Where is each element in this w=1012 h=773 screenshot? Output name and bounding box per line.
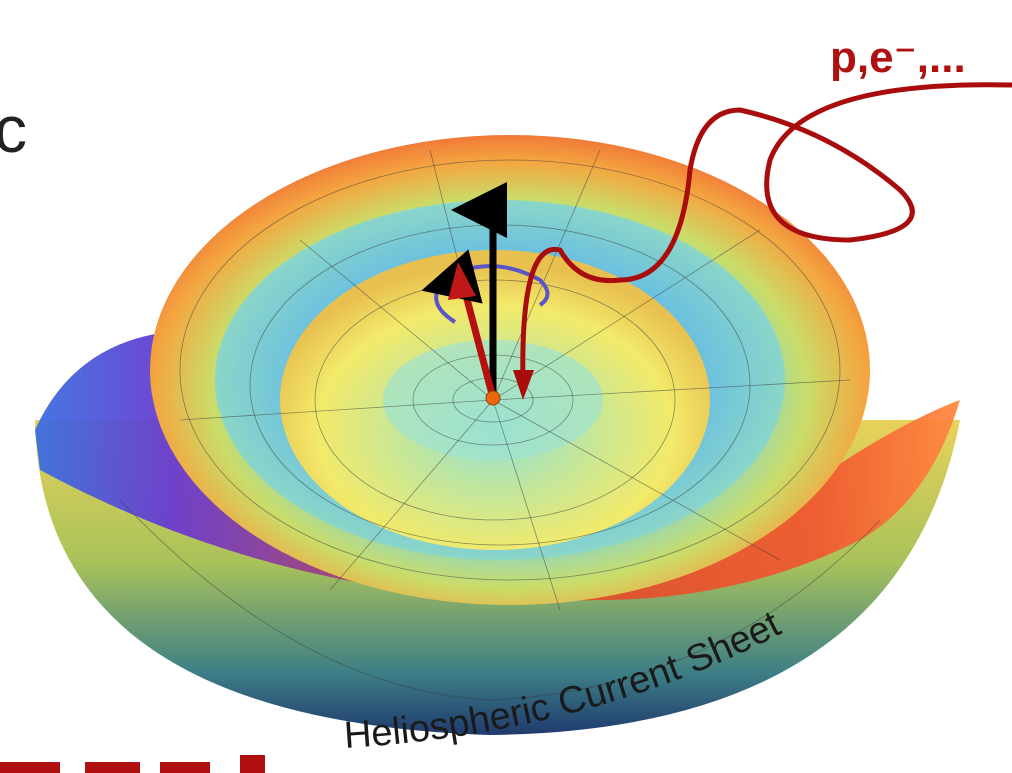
- page: {"labels": {"particles": "p,e⁻,...", "cr…: [0, 0, 1012, 773]
- cropped-bottom-text: [0, 755, 265, 773]
- illustration: c p,e⁻,... Heliospheric Current Sheet: [0, 0, 1012, 773]
- cropped-text: c: [0, 92, 27, 166]
- sun: [486, 391, 500, 405]
- particles-label: p,e⁻,...: [830, 33, 966, 82]
